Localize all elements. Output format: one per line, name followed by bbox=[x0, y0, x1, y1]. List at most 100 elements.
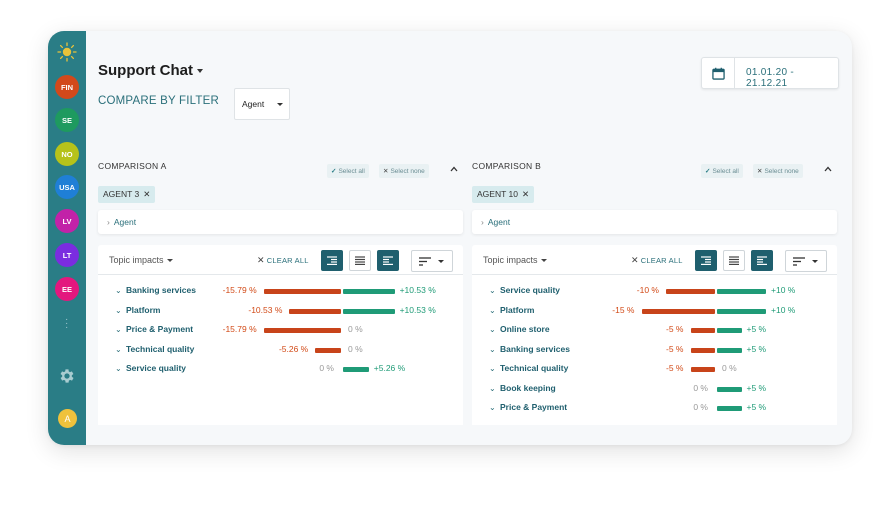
align-left-button[interactable] bbox=[377, 250, 399, 271]
chevron-up-icon[interactable] bbox=[824, 165, 832, 173]
topic-name[interactable]: Technical quality bbox=[500, 363, 569, 373]
topic-name[interactable]: Price & Payment bbox=[500, 402, 568, 412]
filter-row[interactable]: › Agent bbox=[98, 210, 463, 234]
topic-row[interactable]: ⌄ Service quality -10 % +10 % bbox=[472, 282, 837, 300]
market-badge-usa[interactable]: USA bbox=[55, 175, 79, 199]
topic-row[interactable]: ⌄ Technical quality -5.26 % 0 % bbox=[98, 341, 463, 359]
chevron-down-icon[interactable]: ⌄ bbox=[489, 305, 496, 315]
market-badge-lv[interactable]: LV bbox=[55, 209, 79, 233]
page-title[interactable]: Support Chat bbox=[98, 62, 203, 79]
select-none-label: Select none bbox=[390, 168, 425, 175]
check-icon: ✓ bbox=[331, 168, 337, 175]
negative-impact-label: -5 % bbox=[666, 363, 684, 373]
chevron-down-icon bbox=[812, 260, 818, 263]
date-range-picker[interactable]: 01.01.20 - 21.12.21 bbox=[701, 57, 839, 89]
clear-all-label: CLEAR ALL bbox=[640, 256, 683, 265]
negative-impact-bar bbox=[690, 328, 715, 333]
vertical-dots-icon[interactable]: · · · bbox=[65, 314, 69, 333]
topic-row[interactable]: ⌄ Banking services -15.79 % +10.53 % bbox=[98, 282, 463, 300]
topic-name[interactable]: Book keeping bbox=[500, 382, 556, 393]
clear-all-button[interactable]: ✕ CLEAR ALL bbox=[631, 255, 683, 266]
sort-dropdown[interactable] bbox=[785, 250, 827, 272]
topic-row[interactable]: ⌄ Price & Payment 0 % +5 % bbox=[472, 399, 837, 417]
filter-chip[interactable]: AGENT 3 ✕ bbox=[98, 186, 156, 203]
topic-row[interactable]: ⌄ Platform -10.53 % +10.53 % bbox=[98, 302, 463, 320]
topic-name[interactable]: Online store bbox=[500, 324, 550, 334]
sidebar: FIN SE NO USA LV LT EE · · · A bbox=[48, 31, 86, 445]
chevron-down-icon[interactable]: ⌄ bbox=[115, 344, 122, 354]
chevron-down-icon[interactable]: ⌄ bbox=[489, 325, 496, 334]
gear-icon[interactable] bbox=[58, 367, 76, 385]
positive-impact-bar bbox=[717, 328, 742, 333]
topic-row[interactable]: ⌄ Service quality 0 % +5.26 % bbox=[98, 360, 463, 378]
chevron-down-icon[interactable]: ⌄ bbox=[489, 403, 496, 412]
topic-impacts-dropdown[interactable]: Topic impacts bbox=[483, 255, 547, 265]
market-badge-lt[interactable]: LT bbox=[55, 243, 79, 267]
market-badge-ee[interactable]: EE bbox=[55, 277, 79, 301]
topic-row[interactable]: ⌄ Book keeping 0 % +5 % bbox=[472, 380, 837, 398]
align-center-button[interactable] bbox=[349, 250, 371, 271]
positive-impact-bar bbox=[717, 386, 742, 392]
close-icon[interactable]: ✕ bbox=[521, 189, 530, 199]
align-right-button[interactable] bbox=[321, 250, 343, 271]
topic-name[interactable]: Technical quality bbox=[126, 343, 195, 354]
market-badge-no[interactable]: NO bbox=[55, 142, 79, 166]
filter-select[interactable]: Agent bbox=[234, 88, 290, 120]
chevron-down-icon[interactable]: ⌄ bbox=[489, 286, 496, 295]
filter-row-label: Agent bbox=[113, 217, 137, 227]
positive-impact-label: +5 % bbox=[746, 402, 767, 412]
filter-row[interactable]: › Agent bbox=[472, 210, 837, 234]
close-icon[interactable]: ✕ bbox=[143, 189, 151, 199]
chevron-down-icon[interactable]: ⌄ bbox=[115, 286, 122, 295]
chevron-down-icon[interactable]: ⌄ bbox=[115, 305, 122, 315]
topic-row[interactable]: ⌄ Technical quality -5 % 0 % bbox=[472, 360, 837, 378]
clear-all-button[interactable]: ✕ CLEAR ALL bbox=[257, 255, 309, 266]
calendar-icon[interactable] bbox=[702, 58, 735, 88]
topic-name[interactable]: Banking services bbox=[500, 343, 570, 354]
topic-name[interactable]: Banking services bbox=[126, 285, 196, 295]
topic-row[interactable]: ⌄ Price & Payment -15.79 % 0 % bbox=[98, 321, 463, 339]
chevron-down-icon[interactable]: ⌄ bbox=[489, 344, 496, 354]
avatar[interactable]: A bbox=[58, 409, 77, 428]
topic-name[interactable]: Platform bbox=[126, 304, 161, 315]
compare-by-filter-label: COMPARE BY FILTER bbox=[98, 95, 219, 107]
topic-row[interactable]: ⌄ Platform -15 % +10 % bbox=[472, 302, 837, 320]
topic-row[interactable]: ⌄ Online store -5 % +5 % bbox=[472, 321, 837, 339]
chevron-up-icon[interactable] bbox=[450, 165, 458, 173]
topic-impacts-card: Topic impacts ✕ CLEAR ALL bbox=[98, 245, 463, 425]
sort-dropdown[interactable] bbox=[411, 250, 453, 272]
chevron-down-icon[interactable]: ⌄ bbox=[489, 383, 496, 393]
close-icon: ✕ bbox=[257, 255, 265, 265]
topic-name[interactable]: Platform bbox=[500, 304, 535, 315]
main-content: Support Chat COMPARE BY FILTER Agent 01.… bbox=[86, 31, 852, 445]
negative-impact-label: -15 % bbox=[612, 304, 635, 315]
positive-impact-bar bbox=[343, 308, 395, 314]
check-icon: ✓ bbox=[705, 168, 711, 175]
close-icon: ✕ bbox=[383, 168, 389, 175]
positive-impact-label: 0 % bbox=[348, 324, 363, 334]
sun-logo[interactable] bbox=[57, 42, 77, 62]
chevron-down-icon bbox=[166, 259, 173, 263]
select-all-button[interactable]: ✓ Select all bbox=[327, 164, 369, 178]
topic-name[interactable]: Service quality bbox=[500, 285, 561, 295]
topic-name[interactable]: Service quality bbox=[126, 363, 187, 373]
date-range-text: 01.01.20 - 21.12.21 bbox=[746, 67, 795, 89]
align-center-button[interactable] bbox=[723, 250, 745, 271]
topic-row[interactable]: ⌄ Banking services -5 % +5 % bbox=[472, 341, 837, 359]
topic-name[interactable]: Price & Payment bbox=[126, 324, 194, 334]
select-none-button[interactable]: ✕ Select none bbox=[379, 164, 429, 178]
filter-chip[interactable]: AGENT 10 ✕ bbox=[472, 186, 535, 203]
market-badge-se[interactable]: SE bbox=[55, 108, 79, 132]
select-all-button[interactable]: ✓ Select all bbox=[701, 164, 743, 178]
negative-impact-bar bbox=[289, 308, 341, 314]
chevron-down-icon[interactable]: ⌄ bbox=[115, 325, 122, 334]
align-right-button[interactable] bbox=[695, 250, 717, 271]
topic-impacts-dropdown[interactable]: Topic impacts bbox=[109, 255, 173, 265]
chevron-down-icon[interactable]: ⌄ bbox=[489, 364, 496, 373]
market-badge-fin[interactable]: FIN bbox=[55, 75, 79, 99]
select-none-button[interactable]: ✕ Select none bbox=[753, 164, 803, 178]
topic-impacts-label: Topic impacts bbox=[483, 255, 538, 265]
align-left-button[interactable] bbox=[751, 250, 773, 271]
panel-title: COMPARISON B bbox=[472, 161, 542, 171]
chevron-down-icon[interactable]: ⌄ bbox=[115, 364, 122, 373]
